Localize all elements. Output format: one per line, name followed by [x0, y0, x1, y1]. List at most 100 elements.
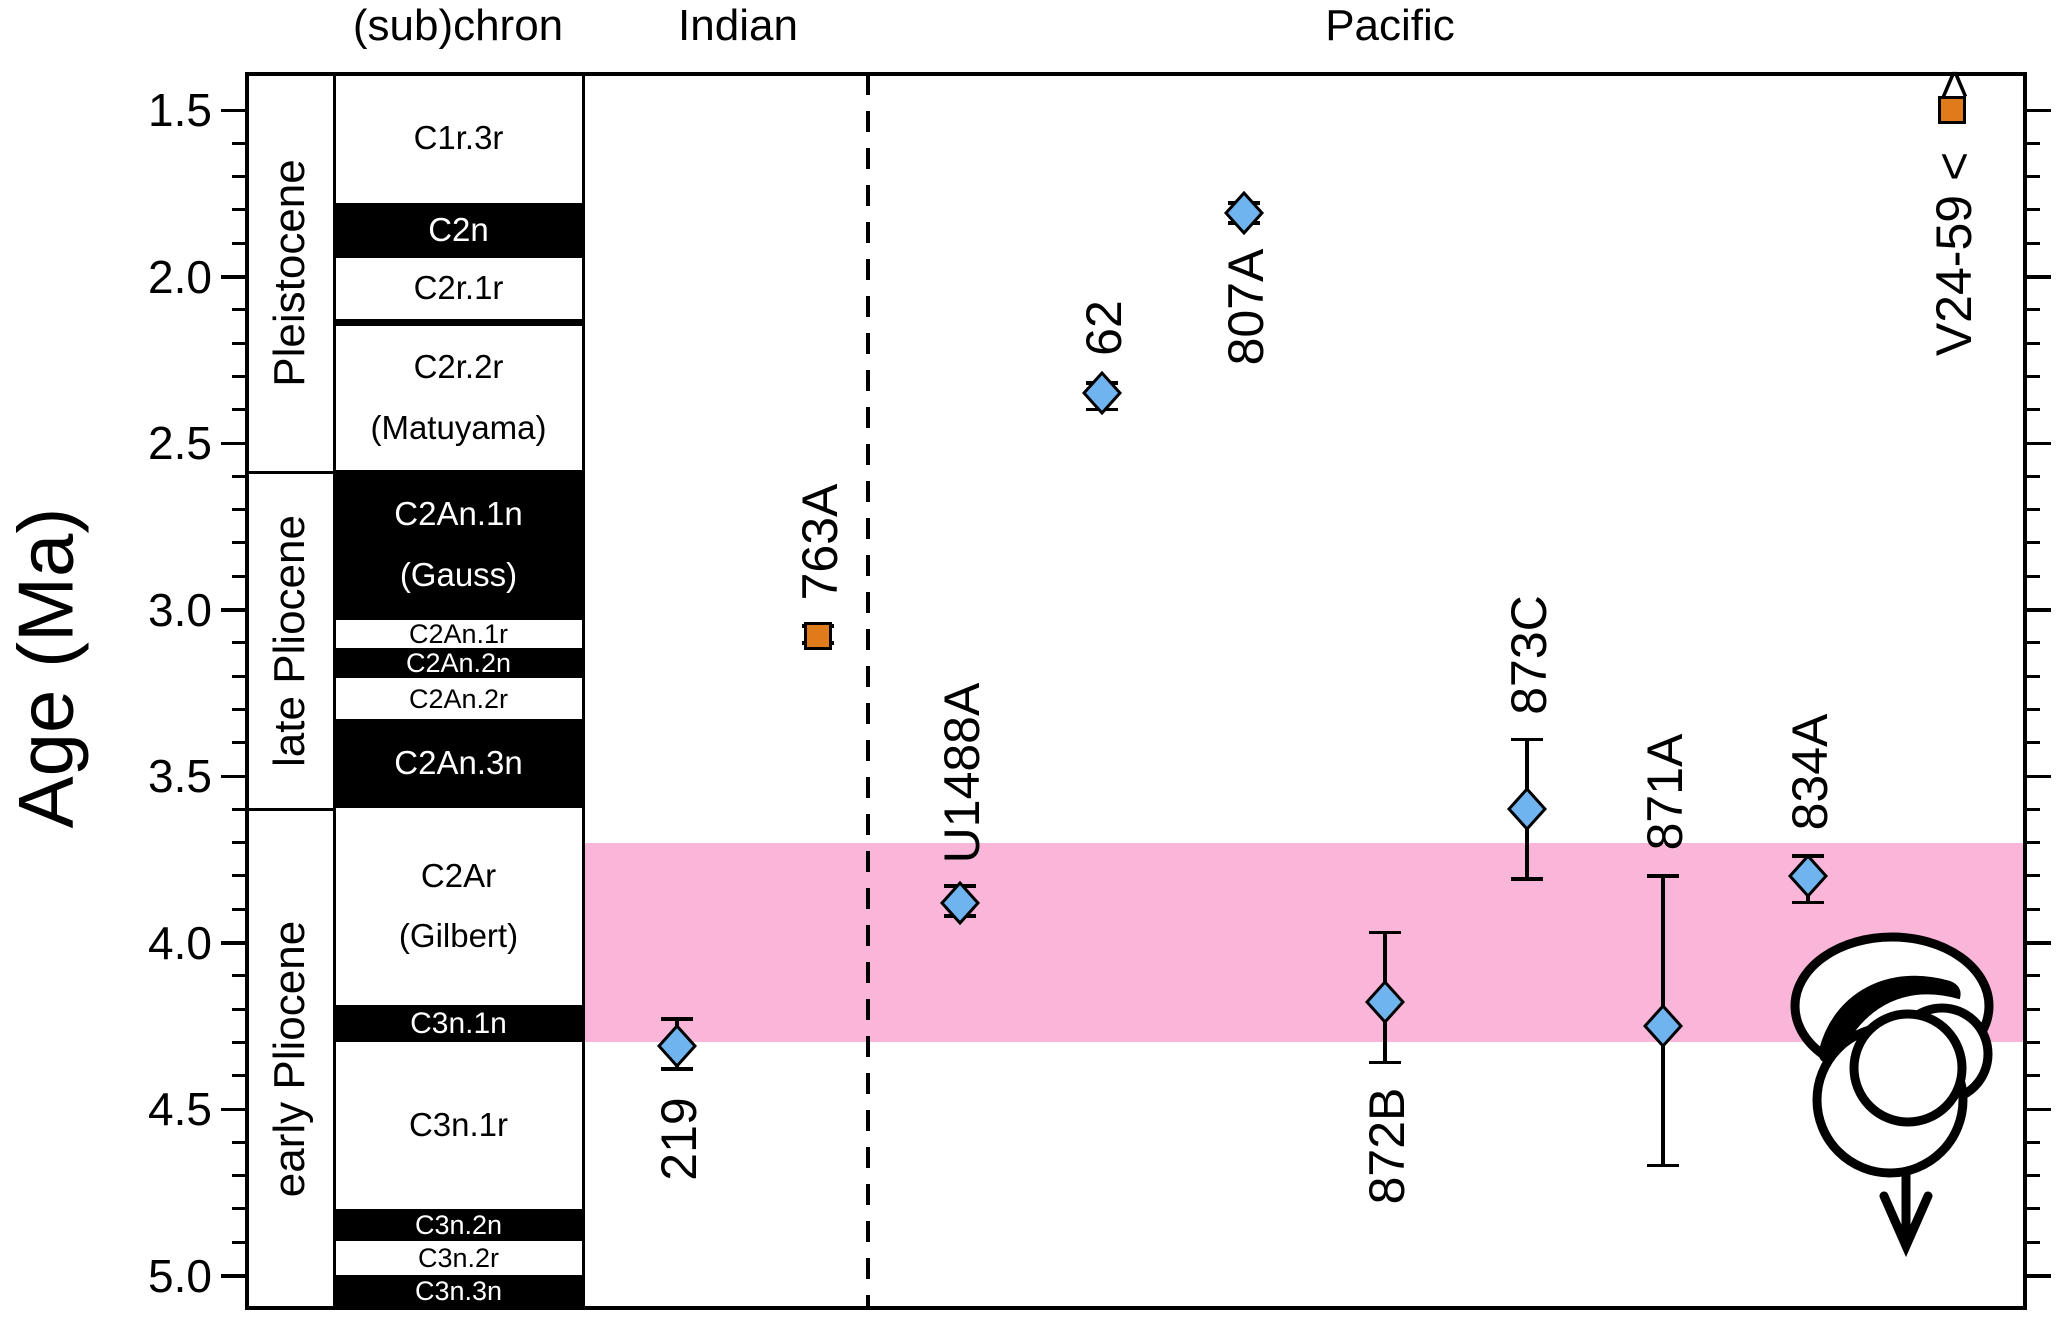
site-label-807A: 807A [1218, 248, 1274, 366]
tick-minor-left-4.8 [232, 1207, 247, 1211]
indian-pacific-divider-dashed-line [866, 74, 870, 1308]
tick-major-left-4.5 [221, 1107, 247, 1111]
chron-band-C2An.2n: C2An.2n [334, 648, 583, 679]
tick-major-left-4.0 [221, 941, 247, 945]
tick-minor-left-2.1 [232, 308, 247, 312]
tick-minor-right-2.9 [2025, 574, 2040, 578]
tick-label-4.5: 4.5 [148, 1083, 212, 1135]
tick-minor-left-3.8 [232, 874, 247, 878]
tick-minor-right-1.9 [2025, 241, 2040, 245]
tick-minor-right-2.2 [2025, 341, 2040, 345]
plot-frame-top [245, 72, 2027, 76]
chron-label-C2An.3n: C2An.3n [394, 744, 523, 782]
chron-label-C2An.1n: C2An.1n [394, 495, 523, 533]
epoch-boundary-pleistocene-pliocene [247, 470, 334, 474]
error-bar-cap-top-873C [1511, 737, 1543, 742]
tick-minor-left-4.1 [232, 974, 247, 978]
chron-label-C2An.2n: C2An.2n [405, 648, 512, 679]
column-header-subchron: (sub)chron [352, 1, 564, 50]
tick-minor-right-4.8 [2025, 1207, 2040, 1211]
tick-minor-right-3.3 [2025, 707, 2040, 711]
chron-band-C2Ar: C2Ar (Gilbert) [334, 807, 583, 1005]
chron-label-C2Ar-2: (Gilbert) [398, 917, 519, 955]
tick-minor-left-4.2 [232, 1007, 247, 1011]
tick-minor-right-1.6 [2025, 141, 2040, 145]
chron-label-C3n.1n: C3n.1n [410, 1006, 507, 1040]
site-marker-square-763A [804, 622, 832, 651]
tick-minor-left-2.2 [232, 341, 247, 345]
site-marker-diamond-873C [1507, 787, 1547, 832]
tick-minor-left-3.4 [232, 741, 247, 745]
tick-minor-right-3.1 [2025, 641, 2040, 645]
tick-minor-right-3.4 [2025, 741, 2040, 745]
tick-minor-right-4.7 [2025, 1174, 2040, 1178]
column-header-indian: Indian [678, 1, 798, 50]
tick-minor-left-1.8 [232, 208, 247, 212]
chron-label-C3n.2r: C3n.2r [417, 1242, 500, 1273]
tick-minor-right-1.8 [2025, 208, 2040, 212]
chron-band-C2r.1n [334, 319, 583, 326]
tick-minor-left-1.7 [232, 175, 247, 179]
column-header-pacific: Pacific [1325, 1, 1455, 50]
chron-band-C3n.1n: C3n.1n [334, 1004, 583, 1043]
tick-minor-right-4.4 [2025, 1074, 2040, 1078]
chron-label-C3n.1r: C3n.1r [408, 1106, 509, 1144]
site-marker-diamond-872B [1365, 980, 1405, 1025]
chron-label-C3n.2n: C3n.2n [414, 1209, 503, 1240]
site-label-763A: 763A [792, 483, 848, 601]
foram-arrow-head [1879, 1191, 1933, 1258]
tick-major-left-2.5 [221, 441, 247, 445]
chron-band-C2r.2r: C2r.2r (Matuyama) [334, 325, 583, 470]
site-marker-diamond-U1488A [940, 880, 980, 925]
site-label-871A: 871A [1637, 733, 1693, 851]
tick-major-left-3.5 [221, 774, 247, 778]
chron-band-C2n: C2n [334, 202, 583, 259]
tick-minor-right-1.7 [2025, 175, 2040, 179]
tick-minor-left-4.4 [232, 1074, 247, 1078]
chron-label-C2r.2r: C2r.2r [413, 348, 504, 386]
tick-minor-left-3.2 [232, 674, 247, 678]
tick-minor-left-2.9 [232, 574, 247, 578]
chron-label-C2An.1r: C2An.1r [408, 618, 509, 649]
tick-major-right-2.0 [2025, 275, 2051, 279]
chron-label-C2n: C2n [428, 211, 489, 249]
site-marker-diamond-219 [657, 1023, 697, 1068]
tick-minor-left-3.9 [232, 907, 247, 911]
chron-band-C3n.1r: C3n.1r [334, 1042, 583, 1209]
epoch-boundary-late-early-pliocene [247, 807, 334, 811]
plot-frame-bottom [245, 1306, 2027, 1310]
tick-major-right-4.5 [2025, 1107, 2051, 1111]
site-marker-square-V24-59 [1938, 96, 1966, 124]
site-marker-diamond-807A [1224, 191, 1264, 236]
error-bar-cap-top-219 [661, 1017, 693, 1021]
tick-minor-left-4.7 [232, 1174, 247, 1178]
tick-minor-right-4.2 [2025, 1007, 2040, 1011]
site-label-219: 219 [651, 1096, 707, 1181]
plot-frame-left [245, 72, 249, 1310]
tick-minor-left-1.9 [232, 241, 247, 245]
chron-band-C2An.1r: C2An.1r [334, 620, 583, 648]
chron-label-C1r.3r: C1r.3r [413, 118, 504, 156]
tick-minor-right-4.3 [2025, 1040, 2040, 1044]
tick-label-2.5: 2.5 [148, 417, 212, 469]
tick-minor-right-2.8 [2025, 541, 2040, 545]
plot-frame-right [2023, 72, 2027, 1310]
chron-label-C2An.1n-2: (Gauss) [399, 556, 518, 594]
chron-band-C3n.2r: C3n.2r [334, 1240, 583, 1275]
chron-label-C3n.3n: C3n.3n [414, 1276, 503, 1307]
epoch-label-late-Pliocene: late Pliocene [265, 514, 314, 767]
tick-major-right-3.5 [2025, 774, 2051, 778]
site-label-834A: 834A [1782, 713, 1838, 831]
chron-band-C1r.3r: C1r.3r [334, 73, 583, 203]
offscale-chevron-up-V24-59: > [1926, 69, 1982, 99]
error-bar-cap-bottom-219 [661, 1067, 693, 1071]
chron-band-C3n.3n: C3n.3n [334, 1274, 583, 1308]
tick-minor-left-3.3 [232, 707, 247, 711]
tick-minor-left-1.6 [232, 141, 247, 145]
chron-band-C2An.3n: C2An.3n [334, 719, 583, 808]
chron-band-C3n.2n: C3n.2n [334, 1208, 583, 1241]
site-marker-diamond-62 [1082, 371, 1122, 416]
site-label-62: 62 [1076, 300, 1132, 356]
tick-minor-left-2.7 [232, 508, 247, 512]
